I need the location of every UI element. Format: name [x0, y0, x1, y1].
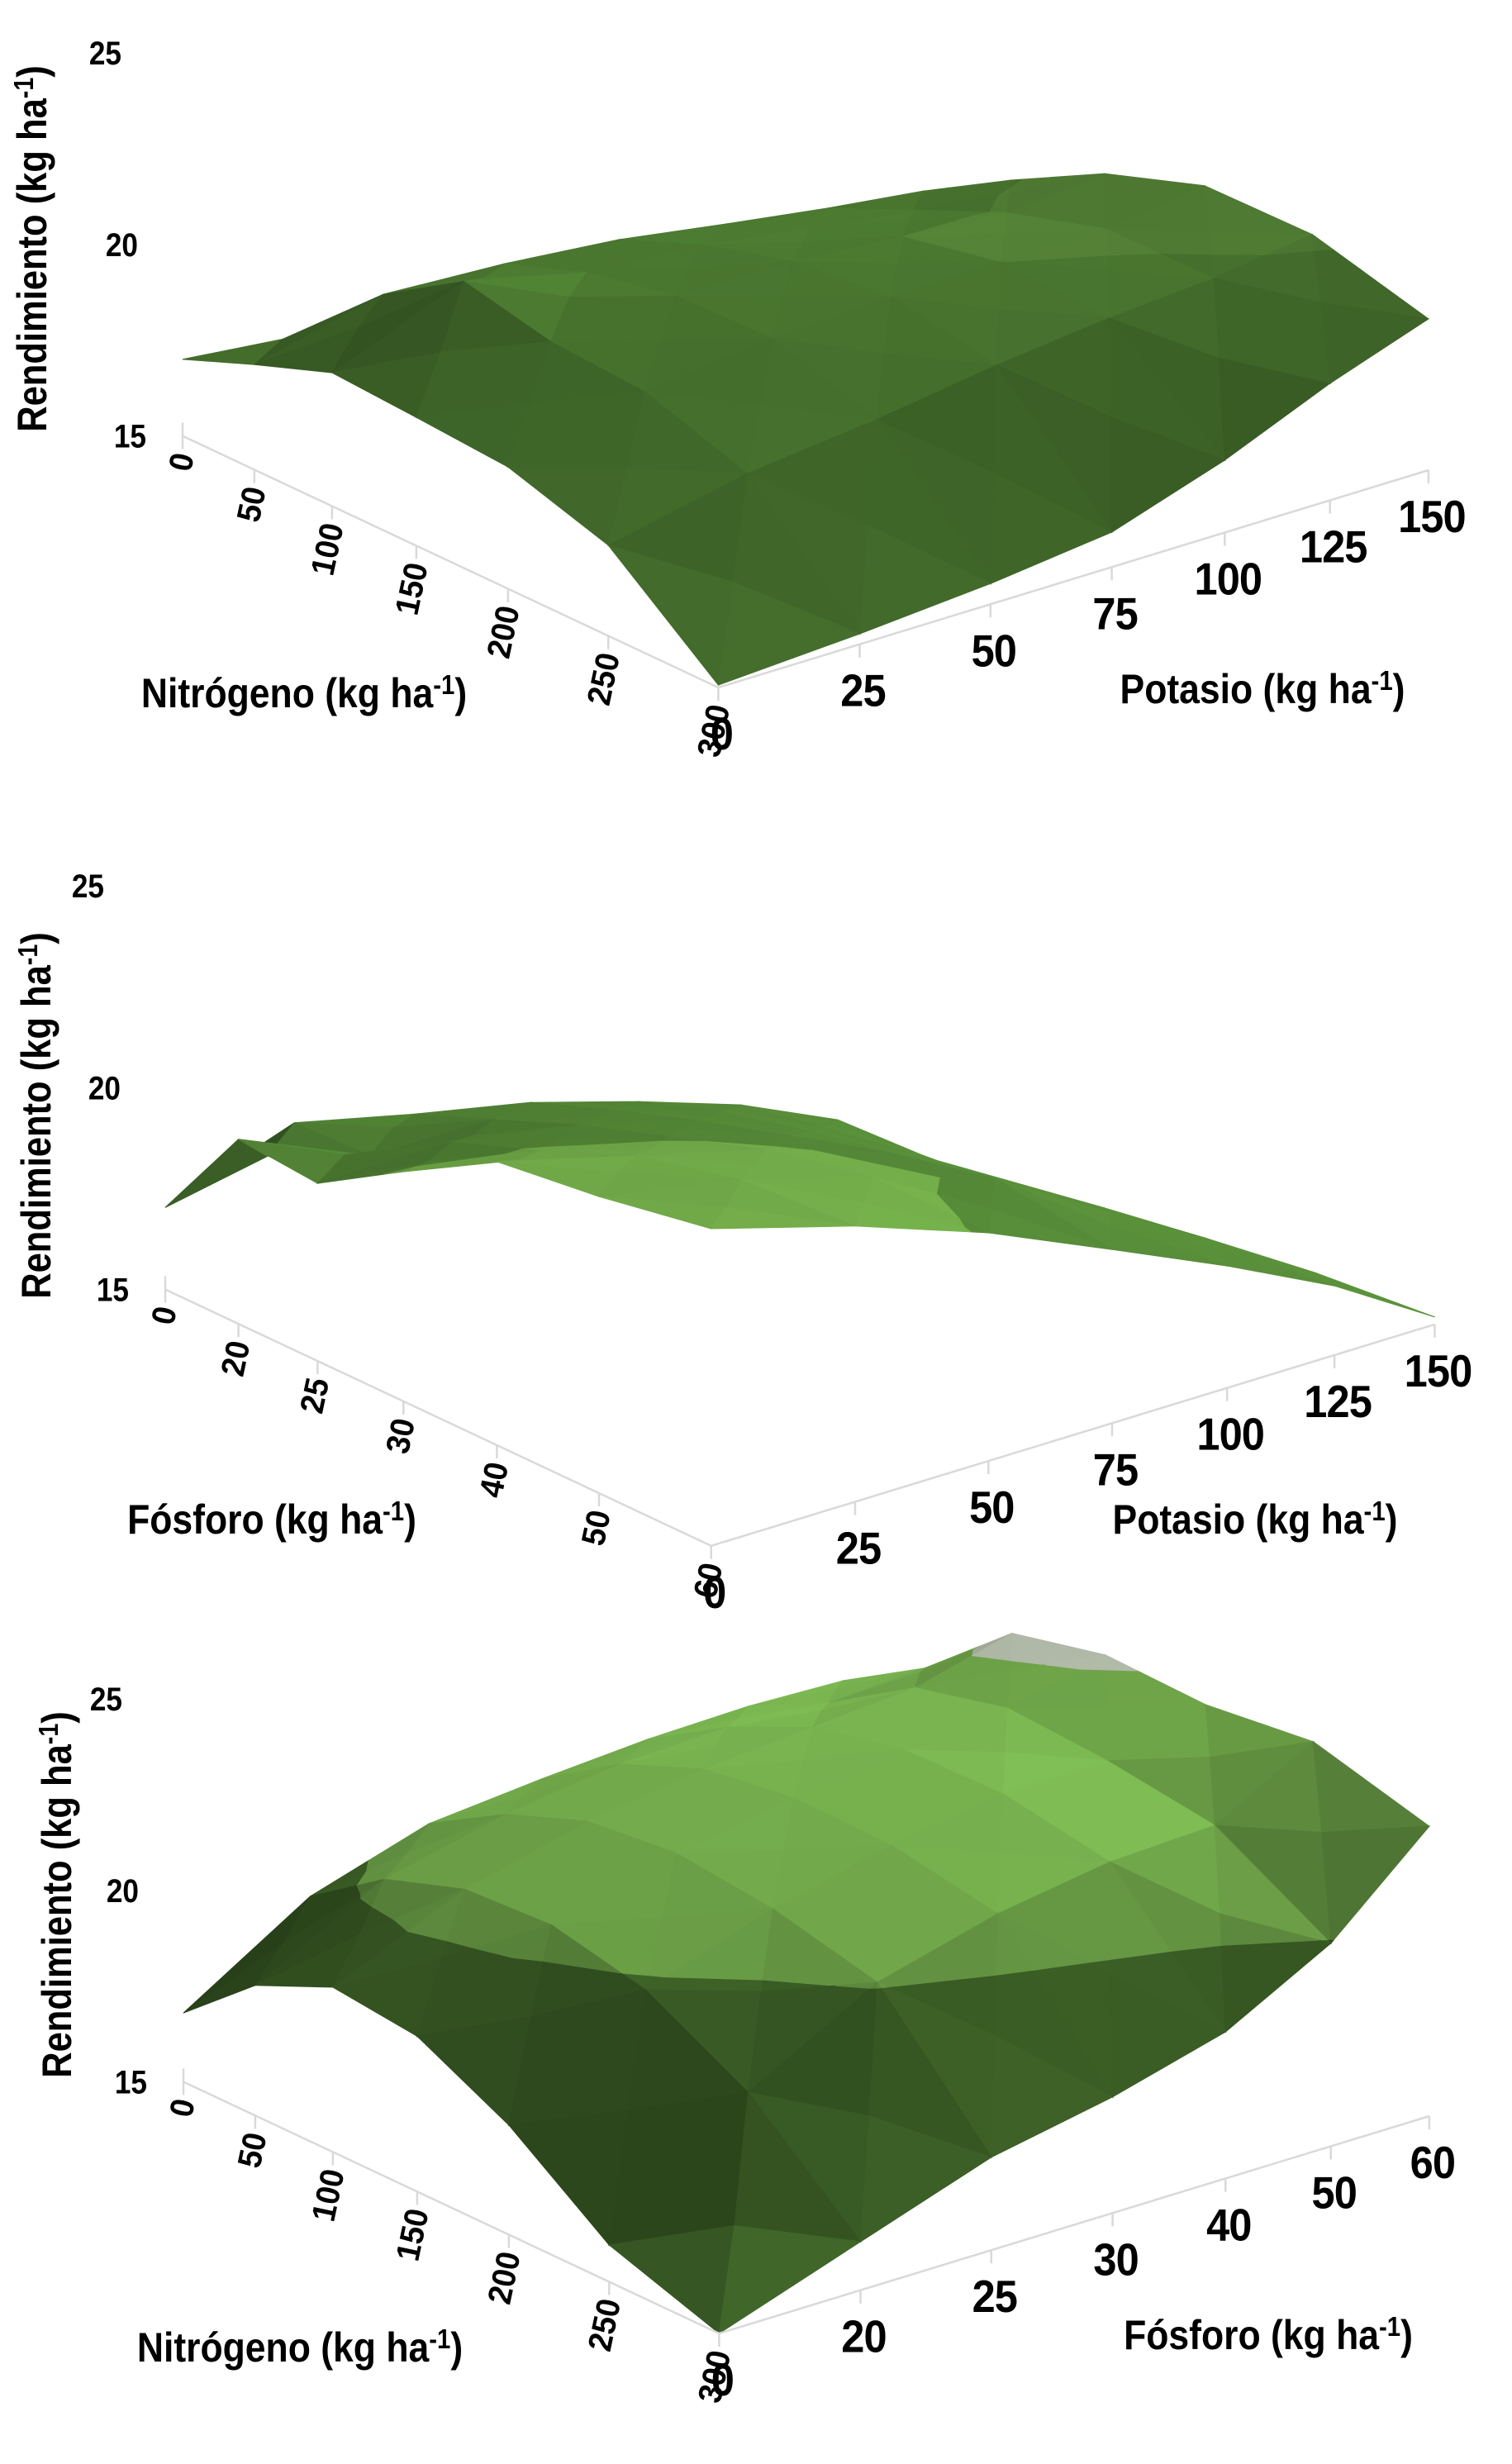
svg-text:50: 50 — [1311, 2167, 1356, 2218]
svg-text:30: 30 — [1093, 2234, 1138, 2285]
svg-text:20: 20 — [106, 226, 138, 264]
svg-text:0: 0 — [711, 709, 733, 759]
svg-text:50: 50 — [231, 483, 273, 526]
svg-text:Fósforo (kg ha-1): Fósforo (kg ha-1) — [127, 1496, 416, 1543]
svg-text:25: 25 — [294, 1375, 337, 1417]
svg-text:30: 30 — [379, 1415, 422, 1458]
svg-text:15: 15 — [97, 1271, 129, 1308]
svg-text:40: 40 — [1206, 2200, 1251, 2251]
svg-text:100: 100 — [1194, 554, 1262, 605]
svg-text:25: 25 — [90, 1681, 122, 1718]
svg-text:50: 50 — [969, 1482, 1014, 1533]
svg-text:Fósforo (kg ha-1): Fósforo (kg ha-1) — [1124, 2311, 1413, 2358]
svg-text:75: 75 — [1093, 1444, 1138, 1495]
svg-text:60: 60 — [1410, 2138, 1455, 2188]
svg-text:Nitrógeno (kg ha-1): Nitrógeno (kg ha-1) — [137, 2324, 463, 2371]
svg-text:0: 0 — [711, 2355, 734, 2405]
svg-text:150: 150 — [1405, 1346, 1472, 1396]
svg-text:25: 25 — [89, 35, 121, 72]
svg-text:25: 25 — [972, 2271, 1017, 2322]
svg-text:100: 100 — [1196, 1410, 1264, 1460]
svg-text:20: 20 — [215, 1338, 258, 1380]
svg-text:Potasio (kg ha-1): Potasio (kg ha-1) — [1113, 1496, 1398, 1543]
svg-text:Rendimiento (kg ha-1): Rendimiento (kg ha-1) — [33, 1711, 80, 2078]
svg-text:15: 15 — [114, 418, 146, 455]
svg-text:25: 25 — [72, 868, 104, 905]
svg-text:150: 150 — [1398, 492, 1466, 542]
svg-text:20: 20 — [841, 2312, 886, 2362]
svg-text:Rendimiento (kg ha-1): Rendimiento (kg ha-1) — [8, 65, 55, 432]
svg-text:125: 125 — [1300, 522, 1367, 573]
svg-text:Rendimiento (kg ha-1): Rendimiento (kg ha-1) — [12, 932, 59, 1299]
svg-text:50: 50 — [231, 2129, 274, 2171]
svg-text:50: 50 — [575, 1507, 618, 1549]
svg-text:25: 25 — [840, 666, 885, 716]
svg-text:20: 20 — [107, 1872, 139, 1910]
svg-text:125: 125 — [1304, 1377, 1372, 1427]
svg-text:40: 40 — [473, 1459, 516, 1501]
svg-text:Potasio (kg ha-1): Potasio (kg ha-1) — [1120, 665, 1405, 712]
svg-text:25: 25 — [836, 1524, 881, 1574]
svg-text:50: 50 — [972, 626, 1016, 676]
svg-text:15: 15 — [115, 2063, 147, 2100]
svg-text:0: 0 — [703, 1567, 725, 1618]
svg-text:60: 60 — [687, 1560, 730, 1602]
svg-text:20: 20 — [88, 1069, 121, 1106]
svg-text:75: 75 — [1092, 588, 1137, 639]
svg-text:Nitrógeno (kg ha-1): Nitrógeno (kg ha-1) — [141, 669, 467, 716]
